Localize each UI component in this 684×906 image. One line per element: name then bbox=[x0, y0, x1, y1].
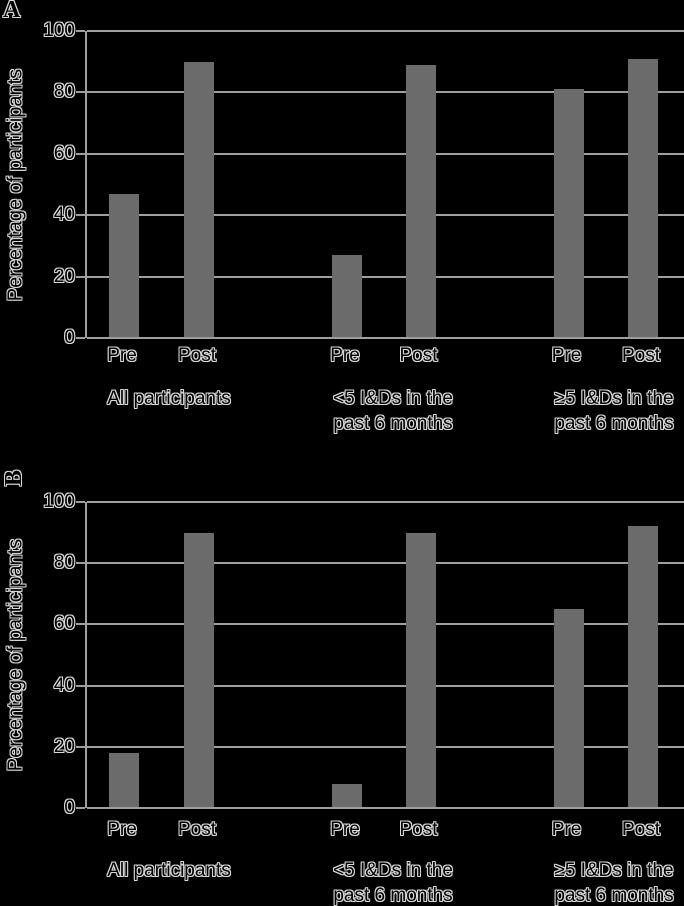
y-axis-tick bbox=[76, 214, 85, 217]
category-label-line: past 6 months bbox=[554, 885, 674, 906]
panel-label-a: A bbox=[3, 0, 21, 23]
x-tick-label-post-2: Post bbox=[621, 819, 661, 840]
x-tick-label-pre-0: Pre bbox=[107, 345, 137, 366]
gridline bbox=[87, 745, 684, 748]
y-axis-tick bbox=[76, 337, 85, 339]
y-axis-tick-label: 100 bbox=[43, 491, 75, 512]
y-axis-tick bbox=[76, 807, 85, 809]
plot-area: 0 20 40 60 80 100 bbox=[43, 491, 684, 818]
y-axis-tick-label: 100 bbox=[43, 20, 75, 41]
y-axis-tick bbox=[76, 275, 85, 278]
y-axis-tick bbox=[76, 152, 85, 155]
x-tick-label-post-0: Post bbox=[177, 819, 217, 840]
x-tick-label-pre-1: Pre bbox=[330, 819, 360, 840]
category-label-line: past 6 months bbox=[333, 885, 453, 906]
category-label-line: ≥5 I&Ds in the bbox=[554, 388, 674, 409]
gridline bbox=[87, 501, 684, 503]
y-axis-tick-label: 60 bbox=[53, 613, 75, 635]
bar-pre-0 bbox=[109, 752, 139, 808]
bar-pre-2 bbox=[553, 609, 584, 808]
category-label-2: ≥5 I&Ds in the past 6 months bbox=[502, 386, 684, 436]
gridline bbox=[87, 684, 684, 687]
category-label-2: ≥5 I&Ds in the past 6 months bbox=[502, 858, 684, 906]
category-label-line: All participants bbox=[107, 860, 231, 881]
category-label-1: <5 I&Ds in the past 6 months bbox=[281, 386, 505, 436]
category-label-0: All participants bbox=[57, 858, 281, 883]
y-axis-tick-label: 80 bbox=[53, 81, 75, 103]
y-axis-tick-label: 60 bbox=[53, 142, 75, 164]
x-tick-label-post-2: Post bbox=[621, 345, 661, 366]
y-axis-tick-label: 40 bbox=[53, 204, 75, 226]
bar-post-0 bbox=[184, 61, 214, 338]
y-axis-tick-label: 40 bbox=[53, 674, 75, 696]
category-label-1: <5 I&Ds in the past 6 months bbox=[281, 858, 505, 906]
y-axis-tick-label: 0 bbox=[64, 327, 75, 348]
panel-label-b: B bbox=[1, 470, 27, 487]
y-axis-tick bbox=[76, 562, 85, 565]
category-label-line: past 6 months bbox=[554, 413, 674, 434]
y-axis-tick bbox=[76, 501, 85, 503]
gridline bbox=[87, 214, 684, 217]
gridline bbox=[87, 275, 684, 278]
x-tick-label-pre-2: Pre bbox=[551, 819, 582, 840]
y-axis-tick-label: 20 bbox=[53, 265, 75, 287]
panel-a: A Percentage of participants 0 20 40 60 80 100 P… bbox=[3, 0, 684, 436]
x-tick-label-post-0: Post bbox=[177, 345, 217, 366]
y-axis-tick bbox=[76, 623, 85, 626]
x-axis-line bbox=[87, 337, 684, 339]
bar-pre-1 bbox=[332, 783, 362, 808]
gridline bbox=[87, 91, 684, 94]
bar-post-0 bbox=[184, 532, 214, 808]
y-axis-tick-label: 20 bbox=[53, 735, 75, 757]
category-label-line: past 6 months bbox=[333, 413, 453, 434]
bar-post-1 bbox=[405, 64, 436, 338]
gridline bbox=[87, 562, 684, 565]
category-label-0: All participants bbox=[57, 386, 281, 411]
bar-post-1 bbox=[405, 532, 436, 808]
category-label-line: <5 I&Ds in the bbox=[333, 860, 453, 881]
gridline bbox=[87, 30, 684, 32]
x-tick-label-pre-1: Pre bbox=[330, 345, 360, 366]
bar-post-2 bbox=[628, 58, 658, 338]
y-axis-tick-label: 80 bbox=[53, 552, 75, 574]
x-tick-label-pre-0: Pre bbox=[107, 819, 137, 840]
y-axis-tick bbox=[76, 745, 85, 748]
y-axis-tick bbox=[76, 91, 85, 94]
category-label-line: All participants bbox=[107, 388, 231, 409]
category-label-line: <5 I&Ds in the bbox=[333, 388, 453, 409]
gridline bbox=[87, 623, 684, 626]
bar-pre-2 bbox=[553, 89, 584, 338]
category-label-line: ≥5 I&Ds in the bbox=[554, 860, 674, 881]
x-tick-label-post-1: Post bbox=[399, 345, 438, 366]
bar-pre-1 bbox=[332, 255, 362, 338]
x-tick-label-post-1: Post bbox=[399, 819, 438, 840]
panel-b: B Percentage of participants 0 20 40 60 80 100 P… bbox=[0, 453, 684, 906]
bar-post-2 bbox=[628, 526, 658, 808]
y-axis-tick-label: 0 bbox=[64, 797, 75, 818]
gridline bbox=[87, 152, 684, 155]
y-axis-tick bbox=[76, 30, 85, 32]
x-axis-line bbox=[87, 807, 684, 809]
plot-area: 0 20 40 60 80 100 bbox=[43, 20, 684, 348]
bar-pre-0 bbox=[109, 193, 139, 338]
x-tick-label-pre-2: Pre bbox=[551, 345, 582, 366]
y-axis-tick bbox=[76, 684, 85, 687]
